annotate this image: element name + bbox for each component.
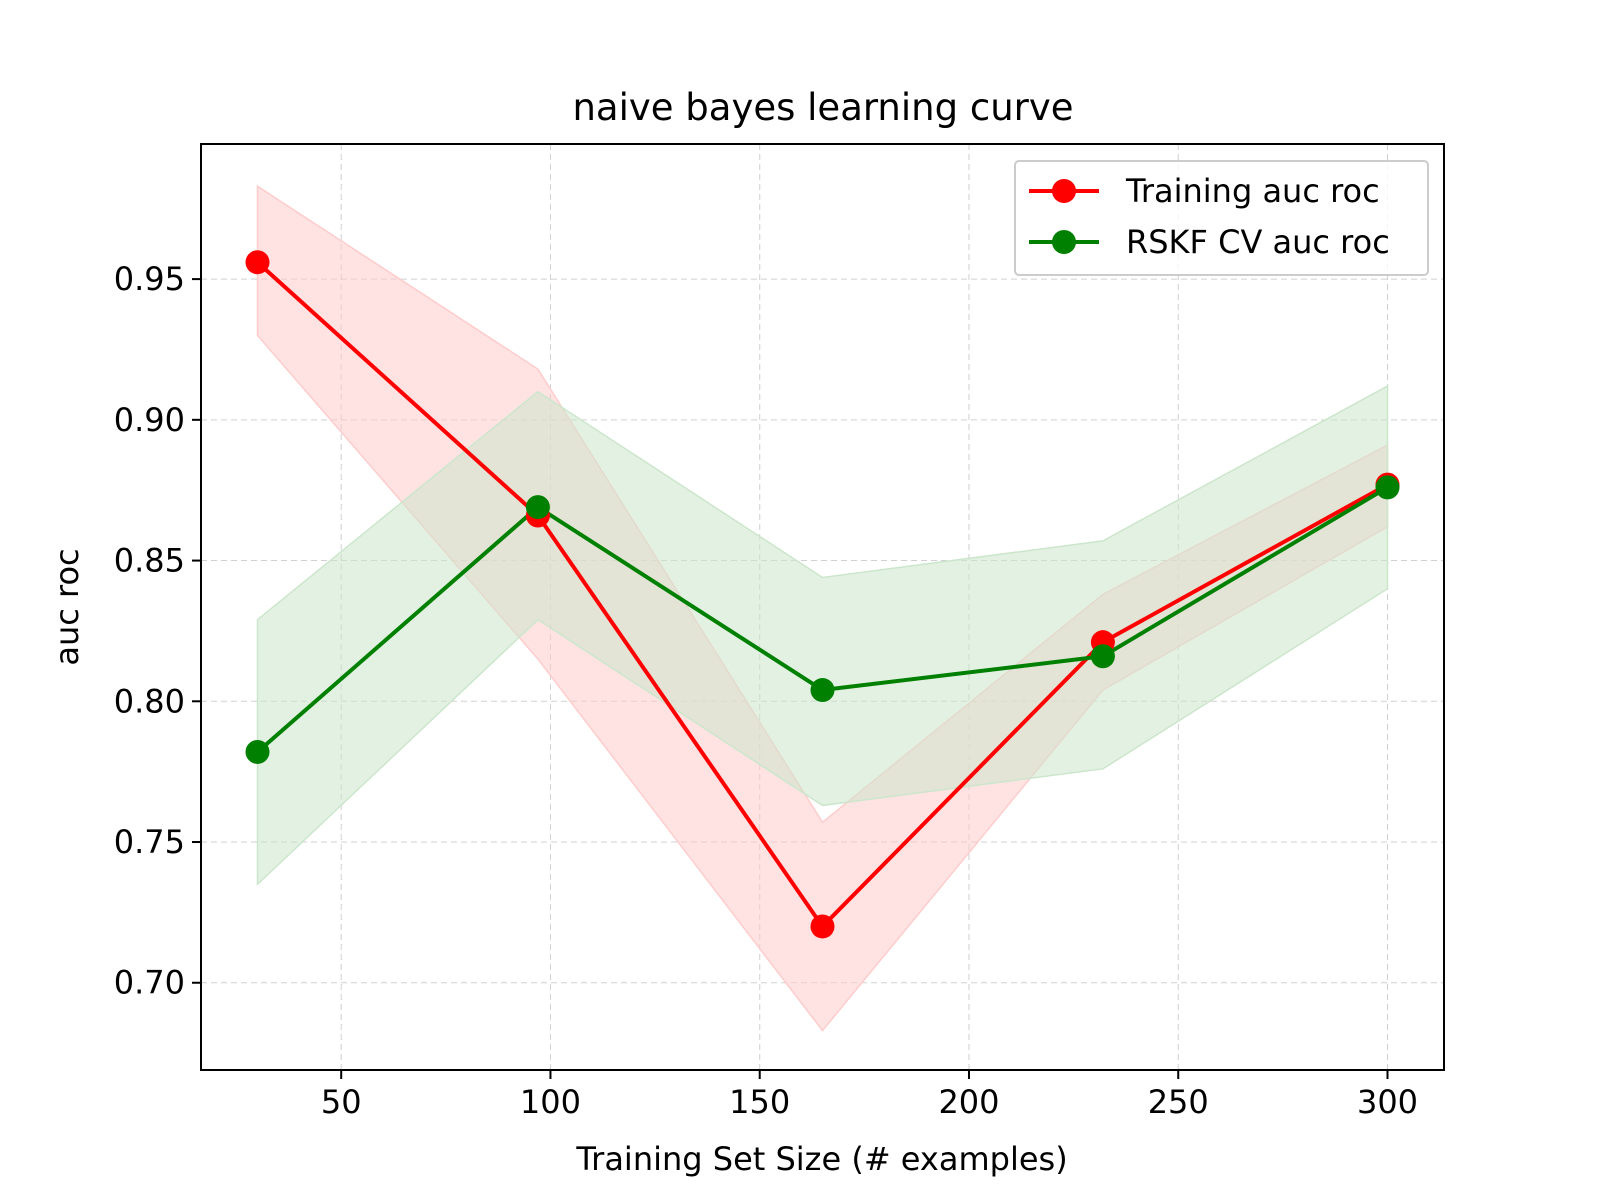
- legend-label-training: Training auc roc: [1125, 172, 1380, 210]
- point-cv: [1375, 475, 1400, 500]
- y-tick-label: 0.95: [114, 260, 185, 298]
- x-tick-label: 150: [729, 1083, 790, 1121]
- point-training: [810, 914, 835, 939]
- x-tick-label: 300: [1357, 1083, 1418, 1121]
- series-markers: [245, 250, 1400, 939]
- legend: Training auc roc RSKF CV auc roc: [1014, 160, 1429, 276]
- y-axis-ticks: 0.70 0.75 0.80 0.85 0.90 0.95: [114, 260, 201, 1002]
- x-tick-label: 50: [321, 1083, 362, 1121]
- y-tick-label: 0.85: [114, 542, 185, 580]
- x-tick-label: 200: [938, 1083, 999, 1121]
- legend-label-cv: RSKF CV auc roc: [1126, 223, 1390, 261]
- chart-title: naive bayes learning curve: [572, 86, 1073, 129]
- x-axis-ticks: 50 100 150 200 250 300: [321, 1070, 1418, 1121]
- confidence-bands: [256, 184, 1389, 1032]
- point-cv: [525, 495, 550, 520]
- y-tick-label: 0.80: [114, 682, 185, 720]
- x-axis-label: Training Set Size (# examples): [575, 1140, 1067, 1178]
- x-tick-label: 100: [520, 1083, 581, 1121]
- point-cv: [810, 678, 835, 703]
- point-cv: [1090, 644, 1115, 669]
- legend-marker-cv: [1052, 230, 1076, 254]
- x-tick-label: 250: [1148, 1083, 1209, 1121]
- y-tick-label: 0.90: [114, 401, 185, 439]
- legend-frame: [1014, 160, 1429, 276]
- y-tick-label: 0.75: [114, 823, 185, 861]
- y-tick-label: 0.70: [114, 964, 185, 1002]
- legend-marker-training: [1052, 179, 1076, 203]
- point-cv: [245, 739, 270, 764]
- plot-frame: [200, 143, 1445, 1071]
- y-axis-label: auc roc: [48, 548, 86, 665]
- point-training: [245, 250, 270, 275]
